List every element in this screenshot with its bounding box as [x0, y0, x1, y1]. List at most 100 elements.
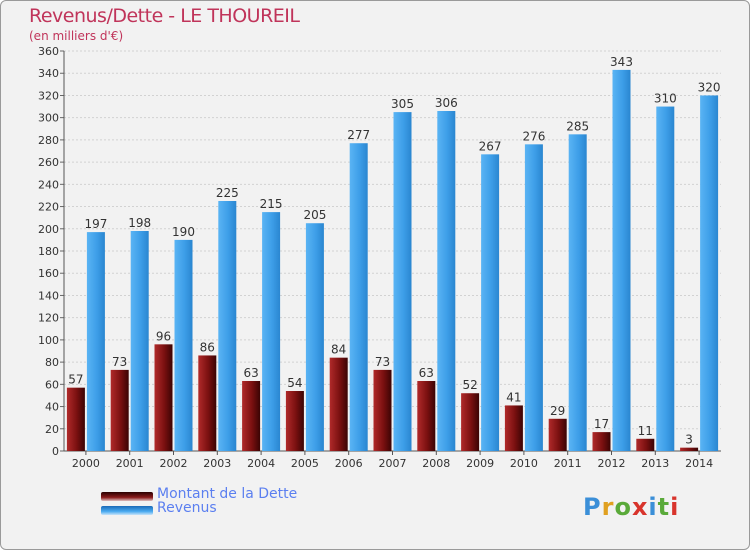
bar-dette	[548, 418, 567, 451]
bar-revenus	[612, 69, 631, 451]
data-label-dette: 29	[550, 404, 565, 418]
data-label-revenus: 205	[303, 208, 326, 222]
x-tick-label: 2002	[160, 457, 188, 470]
data-label-dette: 86	[200, 340, 215, 354]
bar-revenus	[349, 143, 368, 451]
bar-dette	[66, 387, 85, 451]
bar-chart-plot: 0 20 40 60 80 100 120 140 160 180 200 220 240 260 280 3…	[38, 45, 721, 470]
x-tick-label: 2014	[685, 457, 713, 470]
bar-revenus	[568, 134, 587, 452]
x-tick-label: 2005	[291, 457, 319, 470]
y-tick-label: 360	[38, 45, 59, 58]
bar-dette	[329, 357, 348, 451]
y-tick-label: 280	[38, 134, 59, 147]
y-tick-label: 20	[45, 423, 59, 436]
bar-dette	[504, 405, 523, 451]
data-label-dette: 11	[638, 424, 653, 438]
data-label-revenus: 310	[654, 92, 677, 106]
bar-dette	[198, 355, 217, 451]
y-tick-label: 260	[38, 156, 59, 169]
x-tick-label: 2004	[247, 457, 275, 470]
x-tick-label: 2006	[335, 457, 363, 470]
bar-dette	[461, 393, 480, 451]
data-label-revenus: 197	[84, 217, 107, 231]
data-label-dette: 41	[506, 390, 521, 404]
bar-revenus	[481, 154, 500, 452]
y-tick-label: 300	[38, 112, 59, 125]
x-tick-label: 2008	[422, 457, 450, 470]
data-label-dette: 57	[68, 373, 83, 387]
bar-revenus	[262, 212, 281, 451]
data-label-revenus: 198	[128, 216, 151, 230]
legend-label-dette: Montant de la Dette	[157, 486, 298, 502]
y-tick-label: 60	[45, 378, 59, 391]
y-tick-label: 0	[52, 445, 59, 458]
y-tick-label: 80	[45, 356, 59, 369]
y-tick-label: 180	[38, 245, 59, 258]
data-label-dette: 73	[375, 355, 390, 369]
bar-revenus	[218, 201, 237, 451]
bar-dette	[680, 447, 699, 451]
legend-swatch-revenus	[101, 506, 153, 515]
x-tick-label: 2010	[510, 457, 538, 470]
x-tick-label: 2003	[203, 457, 231, 470]
bar-revenus	[86, 232, 105, 451]
data-label-dette: 73	[112, 355, 127, 369]
bar-revenus	[437, 111, 456, 451]
data-label-dette: 52	[462, 378, 477, 392]
data-label-revenus: 276	[522, 129, 545, 143]
bar-dette	[592, 432, 611, 451]
chart-title: Revenus/Dette - LE THOUREIL	[29, 5, 300, 27]
bar-revenus	[656, 106, 675, 452]
bar-revenus	[700, 95, 719, 451]
x-tick-label: 2011	[554, 457, 582, 470]
bar-dette	[636, 438, 655, 451]
x-tick-label: 2013	[641, 457, 669, 470]
bar-dette	[154, 344, 173, 451]
data-label-revenus: 225	[216, 186, 239, 200]
y-tick-label: 140	[38, 289, 59, 302]
bar-dette	[373, 369, 392, 451]
data-label-revenus: 190	[172, 225, 195, 239]
data-label-revenus: 285	[566, 119, 589, 133]
y-tick-label: 100	[38, 334, 59, 347]
bar-dette	[417, 381, 436, 451]
data-label-dette: 96	[156, 329, 171, 343]
x-tick-label: 2012	[598, 457, 626, 470]
y-tick-label: 340	[38, 67, 59, 80]
data-label-revenus: 306	[435, 96, 458, 110]
data-label-dette: 63	[243, 366, 258, 380]
data-label-dette: 54	[287, 376, 302, 390]
chart-subtitle: (en milliers d'€)	[29, 29, 124, 43]
y-tick-label: 200	[38, 223, 59, 236]
bar-revenus	[174, 239, 193, 451]
y-tick-label: 120	[38, 312, 59, 325]
bar-dette	[242, 381, 261, 451]
bar-revenus	[524, 144, 543, 452]
bar-dette	[285, 391, 304, 451]
data-label-revenus: 267	[479, 139, 502, 153]
x-tick-label: 2009	[466, 457, 494, 470]
data-label-revenus: 215	[260, 197, 283, 211]
y-tick-label: 220	[38, 201, 59, 214]
y-tick-label: 40	[45, 401, 59, 414]
data-label-dette: 3	[685, 433, 693, 447]
data-label-revenus: 343	[610, 55, 633, 69]
data-label-dette: 63	[419, 366, 434, 380]
data-label-revenus: 305	[391, 97, 414, 111]
data-label-dette: 17	[594, 417, 609, 431]
bar-revenus	[393, 112, 412, 451]
proxiti-logo: Proxiti	[583, 493, 680, 521]
bar-dette	[110, 369, 129, 451]
data-label-revenus: 277	[347, 128, 370, 142]
bar-revenus	[305, 223, 324, 451]
legend-label-revenus: Revenus	[157, 500, 217, 516]
y-tick-label: 320	[38, 89, 59, 102]
x-tick-label: 2007	[379, 457, 407, 470]
y-tick-label: 240	[38, 178, 59, 191]
data-label-dette: 84	[331, 343, 346, 357]
y-tick-label: 160	[38, 267, 59, 280]
x-tick-label: 2000	[72, 457, 100, 470]
data-label-revenus: 320	[698, 80, 721, 94]
